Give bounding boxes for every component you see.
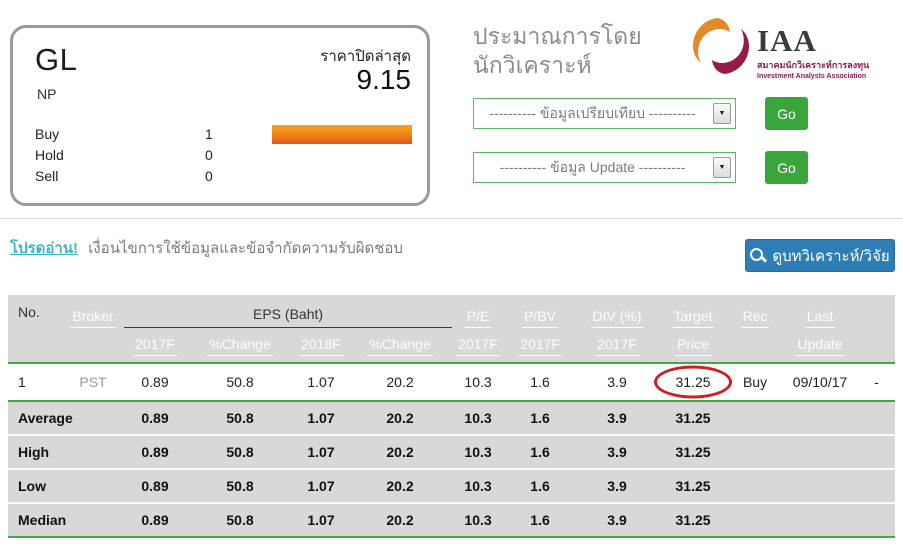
summary-rows: Average 0.89 50.8 1.07 20.2 10.3 1.6 3.9…	[8, 401, 896, 538]
last-price-label: ราคาปิดล่าสุด	[320, 48, 411, 65]
section-title: ประมาณการโดย นักวิเคราะห์	[473, 22, 642, 80]
update-go-button[interactable]: Go	[765, 151, 808, 184]
header-pe-year[interactable]: 2017F	[452, 330, 505, 364]
quote-card: GL NP ราคาปิดล่าสุด 9.15 Buy 1 Hold 0 Se…	[10, 25, 430, 206]
cell-eps-change-2018: 20.2	[348, 363, 453, 402]
header-target[interactable]: Target	[658, 295, 729, 330]
broker-rows: 1 PST 0.89 50.8 1.07 20.2 10.3 1.6 3.9 3…	[8, 363, 896, 402]
stock-rec-code: NP	[37, 86, 57, 102]
sell-count: 0	[205, 168, 213, 184]
cell-note: -	[858, 363, 896, 402]
search-icon	[750, 248, 765, 263]
top-section: GL NP ราคาปิดล่าสุด 9.15 Buy 1 Hold 0 Se…	[0, 0, 903, 219]
iaa-logo: IAA สมาคมนักวิเคราะห์การลงทุน Investment…	[691, 15, 869, 80]
header-broker[interactable]: Broker	[62, 295, 124, 330]
header-pbv-year[interactable]: 2017F	[504, 330, 577, 364]
rating-row-hold: Hold 0	[35, 145, 414, 166]
header-eps-change-2017[interactable]: %Change	[186, 330, 294, 364]
stock-symbol: GL	[35, 42, 78, 77]
buy-label: Buy	[35, 126, 60, 142]
header-eps-group: EPS (Baht)	[124, 295, 453, 330]
disclaimer-label: เงื่อนไขการใช้ข้อมูลและข้อจำกัดความรับผิ…	[88, 240, 403, 257]
cell-eps-2018f: 1.07	[294, 363, 348, 402]
buy-count: 1	[205, 126, 213, 142]
header-rec[interactable]: Rec	[728, 295, 783, 330]
cell-no: 1	[8, 363, 62, 402]
iaa-thai-name: สมาคมนักวิเคราะห์การลงทุน	[757, 60, 870, 70]
compare-select[interactable]: ---------- ข้อมูลเปรียบเทียบ ---------- …	[473, 98, 736, 129]
sell-label: Sell	[35, 168, 59, 184]
table-header: No. Broker EPS (Baht) P/E P/BV DIV (%) T…	[8, 295, 896, 364]
header-pbv[interactable]: P/BV	[504, 295, 577, 330]
update-select[interactable]: ---------- ข้อมูล Update ---------- ▼	[473, 152, 736, 183]
header-div-year[interactable]: 2017F	[576, 330, 659, 364]
hold-label: Hold	[35, 147, 64, 163]
rating-summary: Buy 1 Hold 0 Sell 0	[35, 124, 414, 187]
last-price-value: 9.15	[356, 64, 412, 95]
header-last[interactable]: Last	[782, 295, 859, 330]
header-eps-2017f[interactable]: 2017F	[124, 330, 186, 364]
cell-div: 3.9	[576, 363, 659, 402]
iaa-english-name: Investment Analysts Association	[757, 73, 867, 80]
section-title-line2: นักวิเคราะห์	[473, 52, 592, 78]
summary-label: High	[8, 434, 124, 469]
view-research-label: ดูบทวิเคราะห์/วิจัย	[772, 247, 890, 265]
notice-section: โปรดอ่าน! เงื่อนไขการใช้ข้อมูลและข้อจำกั…	[0, 219, 903, 295]
cell-rec: Buy	[728, 363, 783, 402]
iaa-acronym: IAA	[757, 23, 817, 58]
summary-row-low: Low 0.89 50.8 1.07 20.2 10.3 1.6 3.9 31.…	[8, 468, 896, 503]
cell-eps-change-2017: 50.8	[186, 363, 294, 402]
dropdown-arrow-icon[interactable]: ▼	[713, 157, 731, 178]
header-pe[interactable]: P/E	[452, 295, 505, 330]
summary-row-median: Median 0.89 50.8 1.07 20.2 10.3 1.6 3.9 …	[8, 502, 896, 538]
cell-last-update: 09/10/17	[782, 363, 859, 402]
compare-select-value: ---------- ข้อมูลเปรียบเทียบ ----------	[489, 104, 696, 121]
cell-target-price: 31.25	[654, 363, 733, 402]
summary-label: Average	[8, 401, 124, 435]
consensus-table: No. Broker EPS (Baht) P/E P/BV DIV (%) T…	[8, 295, 896, 538]
summary-label: Low	[8, 468, 124, 503]
section-divider	[0, 218, 903, 219]
summary-row-high: High 0.89 50.8 1.07 20.2 10.3 1.6 3.9 31…	[8, 434, 896, 469]
cell-pbv: 1.6	[504, 363, 577, 402]
cell-broker[interactable]: PST	[62, 363, 124, 402]
please-read-link[interactable]: โปรดอ่าน!	[10, 240, 79, 257]
compare-select-row: ---------- ข้อมูลเปรียบเทียบ ---------- …	[473, 97, 808, 130]
summary-label: Median	[8, 502, 124, 538]
compare-go-button[interactable]: Go	[765, 97, 808, 130]
disclaimer-text: โปรดอ่าน! เงื่อนไขการใช้ข้อมูลและข้อจำกั…	[10, 236, 403, 260]
view-research-button[interactable]: ดูบทวิเคราะห์/วิจัย	[745, 239, 895, 272]
header-target-price[interactable]: Price	[658, 330, 729, 364]
header-no: No.	[8, 295, 62, 330]
header-div[interactable]: DIV (%)	[576, 295, 659, 330]
header-eps-2018f[interactable]: 2018F	[294, 330, 348, 364]
buy-bar	[272, 125, 412, 144]
dropdown-arrow-icon[interactable]: ▼	[713, 103, 731, 124]
cell-pe: 10.3	[452, 363, 505, 402]
rating-row-buy: Buy 1	[35, 124, 414, 145]
section-title-line1: ประมาณการโดย	[473, 23, 642, 49]
header-last-update[interactable]: Update	[782, 330, 859, 364]
summary-row-average: Average 0.89 50.8 1.07 20.2 10.3 1.6 3.9…	[8, 401, 896, 435]
cell-eps-2017f: 0.89	[124, 363, 186, 402]
iaa-logo-mark-icon	[693, 18, 749, 74]
rating-row-sell: Sell 0	[35, 166, 414, 187]
update-select-value: ---------- ข้อมูล Update ----------	[499, 158, 686, 175]
header-extra	[858, 295, 896, 330]
hold-count: 0	[205, 147, 213, 163]
header-eps-change-2018[interactable]: %Change	[348, 330, 453, 364]
iaa-logo-text: IAA สมาคมนักวิเคราะห์การลงทุน Investment…	[757, 15, 869, 80]
update-select-row: ---------- ข้อมูล Update ---------- ▼ Go	[473, 151, 808, 184]
table-row: 1 PST 0.89 50.8 1.07 20.2 10.3 1.6 3.9 3…	[8, 363, 896, 402]
